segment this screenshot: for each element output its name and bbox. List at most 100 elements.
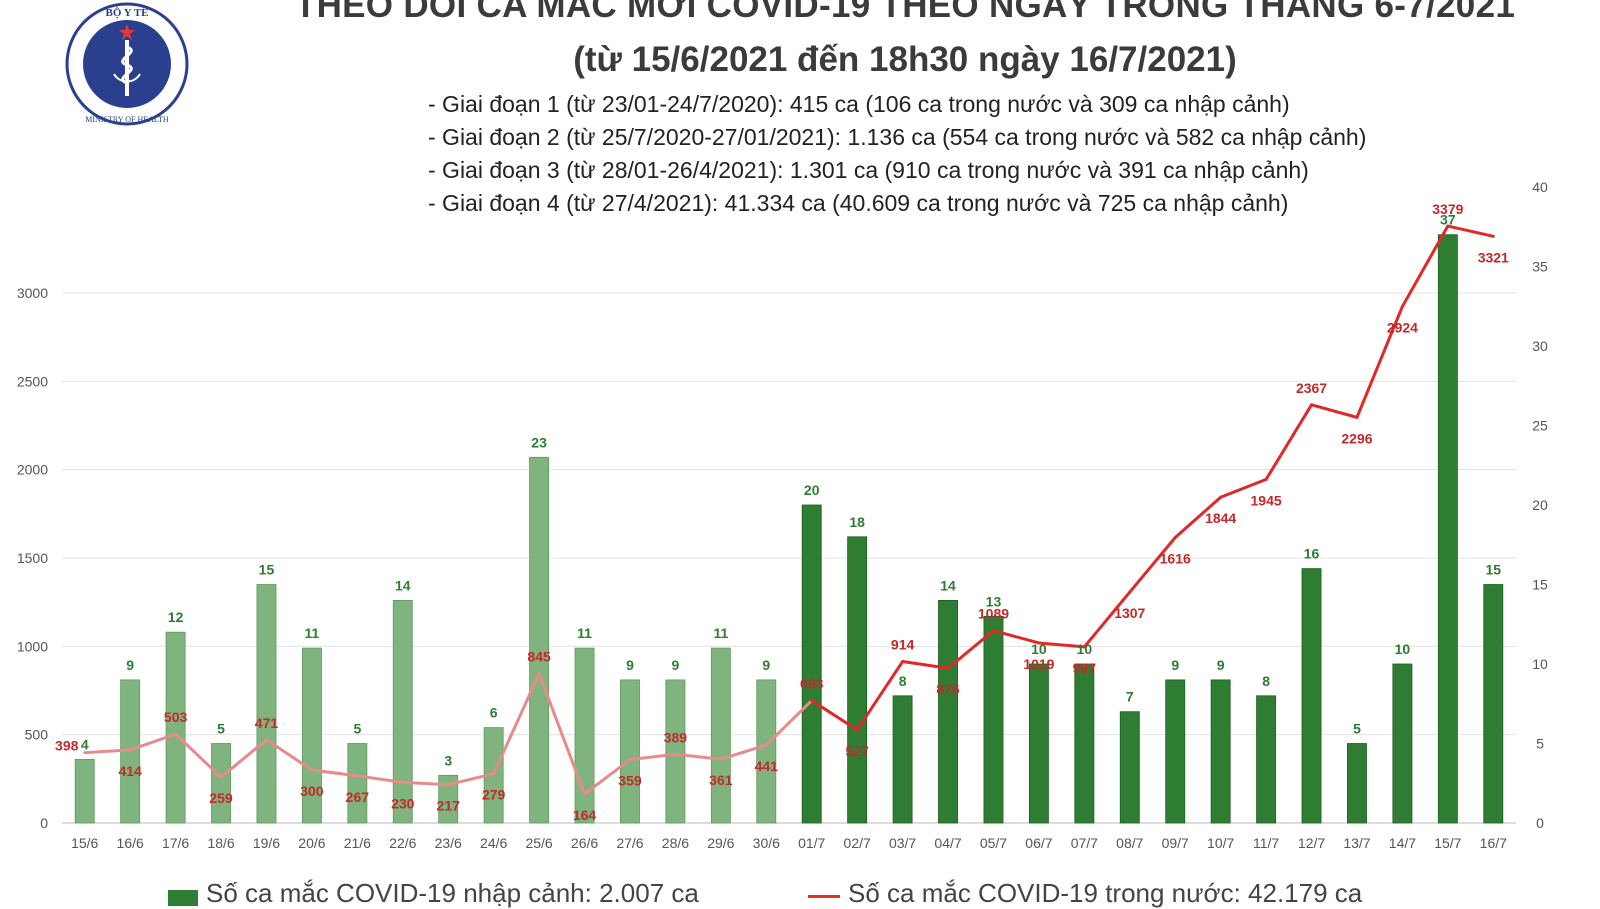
x-tick-label: 26/6	[571, 835, 598, 851]
line-value-label: 471	[255, 715, 279, 731]
series-line-segment	[128, 732, 178, 752]
bar	[665, 679, 686, 824]
bar-value-label: 14	[395, 577, 411, 593]
x-tick-label: 27/6	[616, 835, 643, 851]
y-tick-left: 2500	[17, 373, 48, 389]
x-tick-label: 14/7	[1389, 835, 1416, 851]
series-line-segment	[991, 629, 1041, 645]
bar	[1210, 679, 1231, 824]
bar	[392, 600, 413, 824]
line-value-label: 389	[664, 729, 688, 745]
legend-line-label: Số ca mắc COVID-19 trong nước: 42.179 ca	[848, 878, 1363, 908]
line-value-label: 217	[437, 798, 461, 814]
line-value-label: 503	[164, 709, 188, 725]
bar-value-label: 14	[940, 577, 956, 593]
phase-note-4: - Giai đoạn 4 (từ 27/4/2021): 41.334 ca …	[428, 190, 1289, 216]
x-tick-label: 23/6	[435, 835, 462, 851]
bar	[1256, 695, 1277, 824]
y-tick-right: 30	[1532, 338, 1548, 354]
bar-value-label: 37	[1440, 212, 1456, 228]
bar	[74, 759, 95, 824]
bar	[1028, 663, 1049, 824]
series-line-segment	[855, 660, 905, 732]
series-line-segment	[264, 738, 314, 772]
series-line-segment	[174, 732, 223, 779]
x-tick-label: 05/7	[980, 835, 1007, 851]
series-line-segment	[1355, 304, 1404, 419]
phase-notes: - Giai đoạn 1 (từ 23/01-24/7/2020): 415 …	[428, 88, 1366, 220]
x-tick-label: 08/7	[1116, 835, 1143, 851]
line-value-label: 997	[1073, 660, 1097, 676]
x-tick-label: 19/6	[253, 835, 280, 851]
x-tick-label: 17/6	[162, 835, 189, 851]
bar	[529, 456, 550, 824]
bar	[256, 584, 277, 824]
series-line-segment	[764, 699, 814, 747]
legend-bar-label: Số ca mắc COVID-19 nhập cảnh: 2.007 ca	[206, 878, 699, 908]
bar-value-label: 11	[305, 625, 320, 641]
bar	[347, 743, 368, 824]
line-value-label: 2924	[1387, 319, 1418, 335]
line-value-label: 361	[709, 772, 733, 788]
x-tick-label: 02/7	[844, 835, 871, 851]
series-line-segment	[1128, 536, 1177, 594]
x-tick-label: 30/6	[753, 835, 780, 851]
bar-value-label: 5	[1353, 721, 1361, 737]
bar	[1074, 663, 1095, 824]
series-line-segment	[1264, 403, 1314, 481]
bar	[801, 504, 822, 824]
series-line-segment	[219, 738, 268, 779]
bar-value-label: 8	[899, 673, 907, 689]
x-tick-label: 13/7	[1343, 835, 1370, 851]
bar	[1437, 234, 1458, 824]
bar	[620, 679, 640, 824]
line-value-label: 259	[209, 790, 233, 806]
chart-title-line2: (từ 15/6/2021 đến 18h30 ngày 16/7/2021)	[573, 40, 1237, 79]
bar-value-label: 15	[259, 562, 275, 578]
bar-value-label: 9	[762, 657, 770, 673]
y-tick-right: 10	[1532, 656, 1548, 672]
bar	[1483, 584, 1504, 824]
x-tick-label: 18/6	[207, 835, 234, 851]
x-tick-label: 11/7	[1253, 835, 1279, 851]
line-value-label: 1616	[1160, 551, 1191, 567]
line-value-label: 876	[936, 681, 960, 697]
y-tick-right: 20	[1532, 497, 1548, 513]
series-line-segment	[946, 629, 995, 670]
line-value-label: 693	[800, 676, 824, 692]
x-tick-label: 10/7	[1207, 835, 1234, 851]
y-tick-right: 15	[1532, 577, 1548, 593]
x-tick-label: 01/7	[798, 835, 825, 851]
line-value-label: 279	[482, 787, 506, 803]
line-value-label: 2296	[1341, 430, 1372, 446]
bar	[1392, 663, 1413, 824]
line-value-label: 1844	[1205, 510, 1236, 526]
line-value-label: 300	[300, 783, 324, 799]
bar	[1301, 568, 1322, 824]
x-tick-label: 22/6	[389, 835, 416, 851]
line-value-label: 1089	[978, 606, 1009, 622]
bar	[938, 600, 958, 824]
y-tick-left: 500	[25, 727, 49, 743]
bar-value-label: 5	[217, 721, 225, 737]
svg-text:BỘ Y TẾ: BỘ Y TẾ	[106, 6, 149, 19]
line-value-label: 359	[618, 773, 642, 789]
phase-note-3: - Giai đoạn 3 (từ 28/01-26/4/2021): 1.30…	[428, 157, 1309, 183]
bar	[1119, 711, 1140, 824]
line-value-label: 1019	[1023, 656, 1054, 672]
y-tick-right: 0	[1536, 815, 1544, 831]
series-line-segment	[492, 672, 541, 776]
legend-line-swatch	[808, 895, 840, 898]
line-value-label: 1307	[1114, 605, 1145, 621]
ministry-of-health-logo: BỘ Y TẾ MINISTRY OF HEALTH	[65, 2, 189, 126]
y-tick-right: 40	[1532, 179, 1548, 195]
series-line-segment	[310, 768, 359, 778]
bar-value-label: 11	[713, 625, 728, 641]
bar-value-label: 7	[1126, 689, 1134, 705]
series-line-segment	[1310, 403, 1359, 419]
series-line-segment	[1082, 590, 1132, 649]
x-tick-label: 21/6	[344, 835, 371, 851]
y-tick-left: 3000	[17, 285, 48, 301]
bar-value-label: 9	[626, 657, 634, 673]
